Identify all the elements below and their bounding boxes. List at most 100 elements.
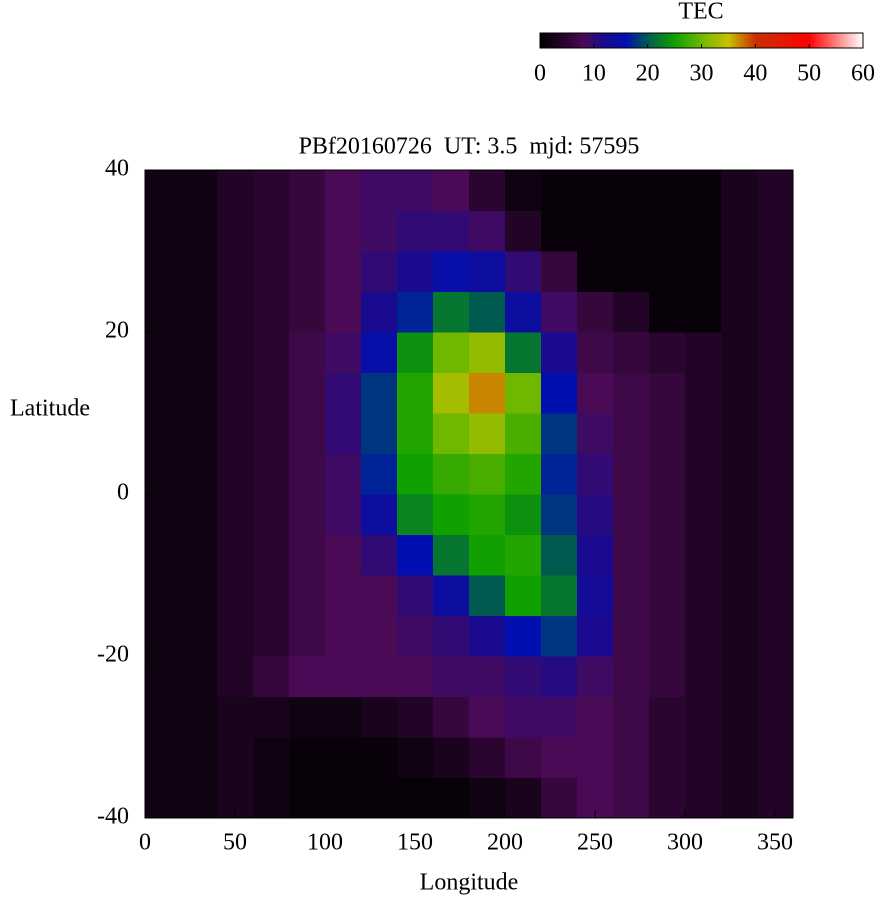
heat-cell xyxy=(397,291,434,333)
heat-cell xyxy=(685,656,722,697)
heat-cell xyxy=(145,210,182,252)
heat-cell xyxy=(649,777,686,819)
heat-cell xyxy=(685,696,722,738)
colorbar-tick-label: 20 xyxy=(636,61,660,87)
heat-cell xyxy=(433,534,470,576)
heat-cell xyxy=(325,453,362,495)
heat-cell xyxy=(505,170,542,211)
heat-cell xyxy=(685,291,722,333)
heat-cell xyxy=(541,291,578,333)
heat-cell xyxy=(721,777,758,819)
heat-cell xyxy=(577,413,614,454)
heat-cell xyxy=(397,372,434,414)
heat-cell xyxy=(217,494,254,535)
heat-cell xyxy=(757,291,794,333)
heat-cell xyxy=(289,575,326,616)
heat-cell xyxy=(181,291,218,333)
heat-cell xyxy=(433,494,470,535)
heat-cell xyxy=(721,615,758,657)
heat-cell xyxy=(289,372,326,414)
heat-cell xyxy=(649,494,686,535)
heat-cell xyxy=(433,332,470,373)
heat-cell xyxy=(397,210,434,252)
heat-cell xyxy=(217,372,254,414)
heat-cell xyxy=(613,737,650,778)
colorbar-tick-label: 60 xyxy=(851,61,875,87)
heat-cell xyxy=(289,696,326,738)
heat-cell xyxy=(433,656,470,697)
heat-cell xyxy=(253,656,290,697)
heat-cell xyxy=(361,656,398,697)
heat-cell xyxy=(253,372,290,414)
heat-cell xyxy=(397,575,434,616)
heat-cell xyxy=(685,575,722,616)
heat-cell xyxy=(649,413,686,454)
heat-cell xyxy=(253,494,290,535)
heat-cell xyxy=(685,170,722,211)
heat-cell xyxy=(757,372,794,414)
heat-cell xyxy=(541,737,578,778)
heat-cell xyxy=(181,494,218,535)
x-tick-label: 0 xyxy=(139,830,151,856)
heat-cell xyxy=(397,413,434,454)
heat-cell xyxy=(613,413,650,454)
heat-cell xyxy=(505,453,542,495)
x-tick-label: 200 xyxy=(487,830,523,856)
heat-cell xyxy=(289,210,326,252)
heat-cell xyxy=(649,332,686,373)
heat-cell xyxy=(541,372,578,414)
heat-cell xyxy=(397,494,434,535)
heat-cell xyxy=(469,251,506,292)
heat-cell xyxy=(577,291,614,333)
heat-cell xyxy=(361,615,398,657)
heat-cell xyxy=(757,615,794,657)
heat-cell xyxy=(397,737,434,778)
heat-cell xyxy=(685,332,722,373)
heat-cell xyxy=(145,575,182,616)
heat-cell xyxy=(505,575,542,616)
heat-cell xyxy=(289,170,326,211)
heat-cell xyxy=(721,737,758,778)
heat-cell xyxy=(217,575,254,616)
heat-cell xyxy=(397,251,434,292)
colorbar-tick-label: 40 xyxy=(743,61,767,87)
heat-cell xyxy=(613,372,650,414)
heat-cell xyxy=(469,696,506,738)
heat-cell xyxy=(397,170,434,211)
heat-cell xyxy=(469,615,506,657)
heat-cell xyxy=(217,696,254,738)
heat-cell xyxy=(325,737,362,778)
heat-cell xyxy=(685,453,722,495)
heat-cell xyxy=(757,413,794,454)
colorbar-tick-label: 30 xyxy=(690,61,714,87)
heat-cell xyxy=(613,453,650,495)
colorbar-label: TEC xyxy=(678,0,723,25)
heat-cell xyxy=(181,210,218,252)
heat-cell xyxy=(505,737,542,778)
heat-cell xyxy=(289,291,326,333)
heat-cell xyxy=(325,615,362,657)
heat-cell xyxy=(145,656,182,697)
heat-cell xyxy=(469,777,506,819)
heat-cell xyxy=(397,534,434,576)
heat-cell xyxy=(397,696,434,738)
heat-cell xyxy=(721,494,758,535)
x-tick-label: 250 xyxy=(577,830,613,856)
heat-cell xyxy=(433,170,470,211)
heat-cell xyxy=(757,170,794,211)
heat-cell xyxy=(649,534,686,576)
heat-cell xyxy=(217,291,254,333)
heat-cell xyxy=(253,615,290,657)
heat-cell xyxy=(145,332,182,373)
heat-cell xyxy=(145,494,182,535)
heat-cell xyxy=(289,453,326,495)
y-tick-label: 0 xyxy=(117,480,129,506)
colorbar-tick-label: 50 xyxy=(797,61,821,87)
heat-cell xyxy=(433,291,470,333)
heat-cell xyxy=(757,737,794,778)
heat-cell xyxy=(325,372,362,414)
heat-cell xyxy=(361,737,398,778)
heat-cell xyxy=(649,615,686,657)
heat-cell xyxy=(325,291,362,333)
y-tick-label: -40 xyxy=(97,804,129,830)
